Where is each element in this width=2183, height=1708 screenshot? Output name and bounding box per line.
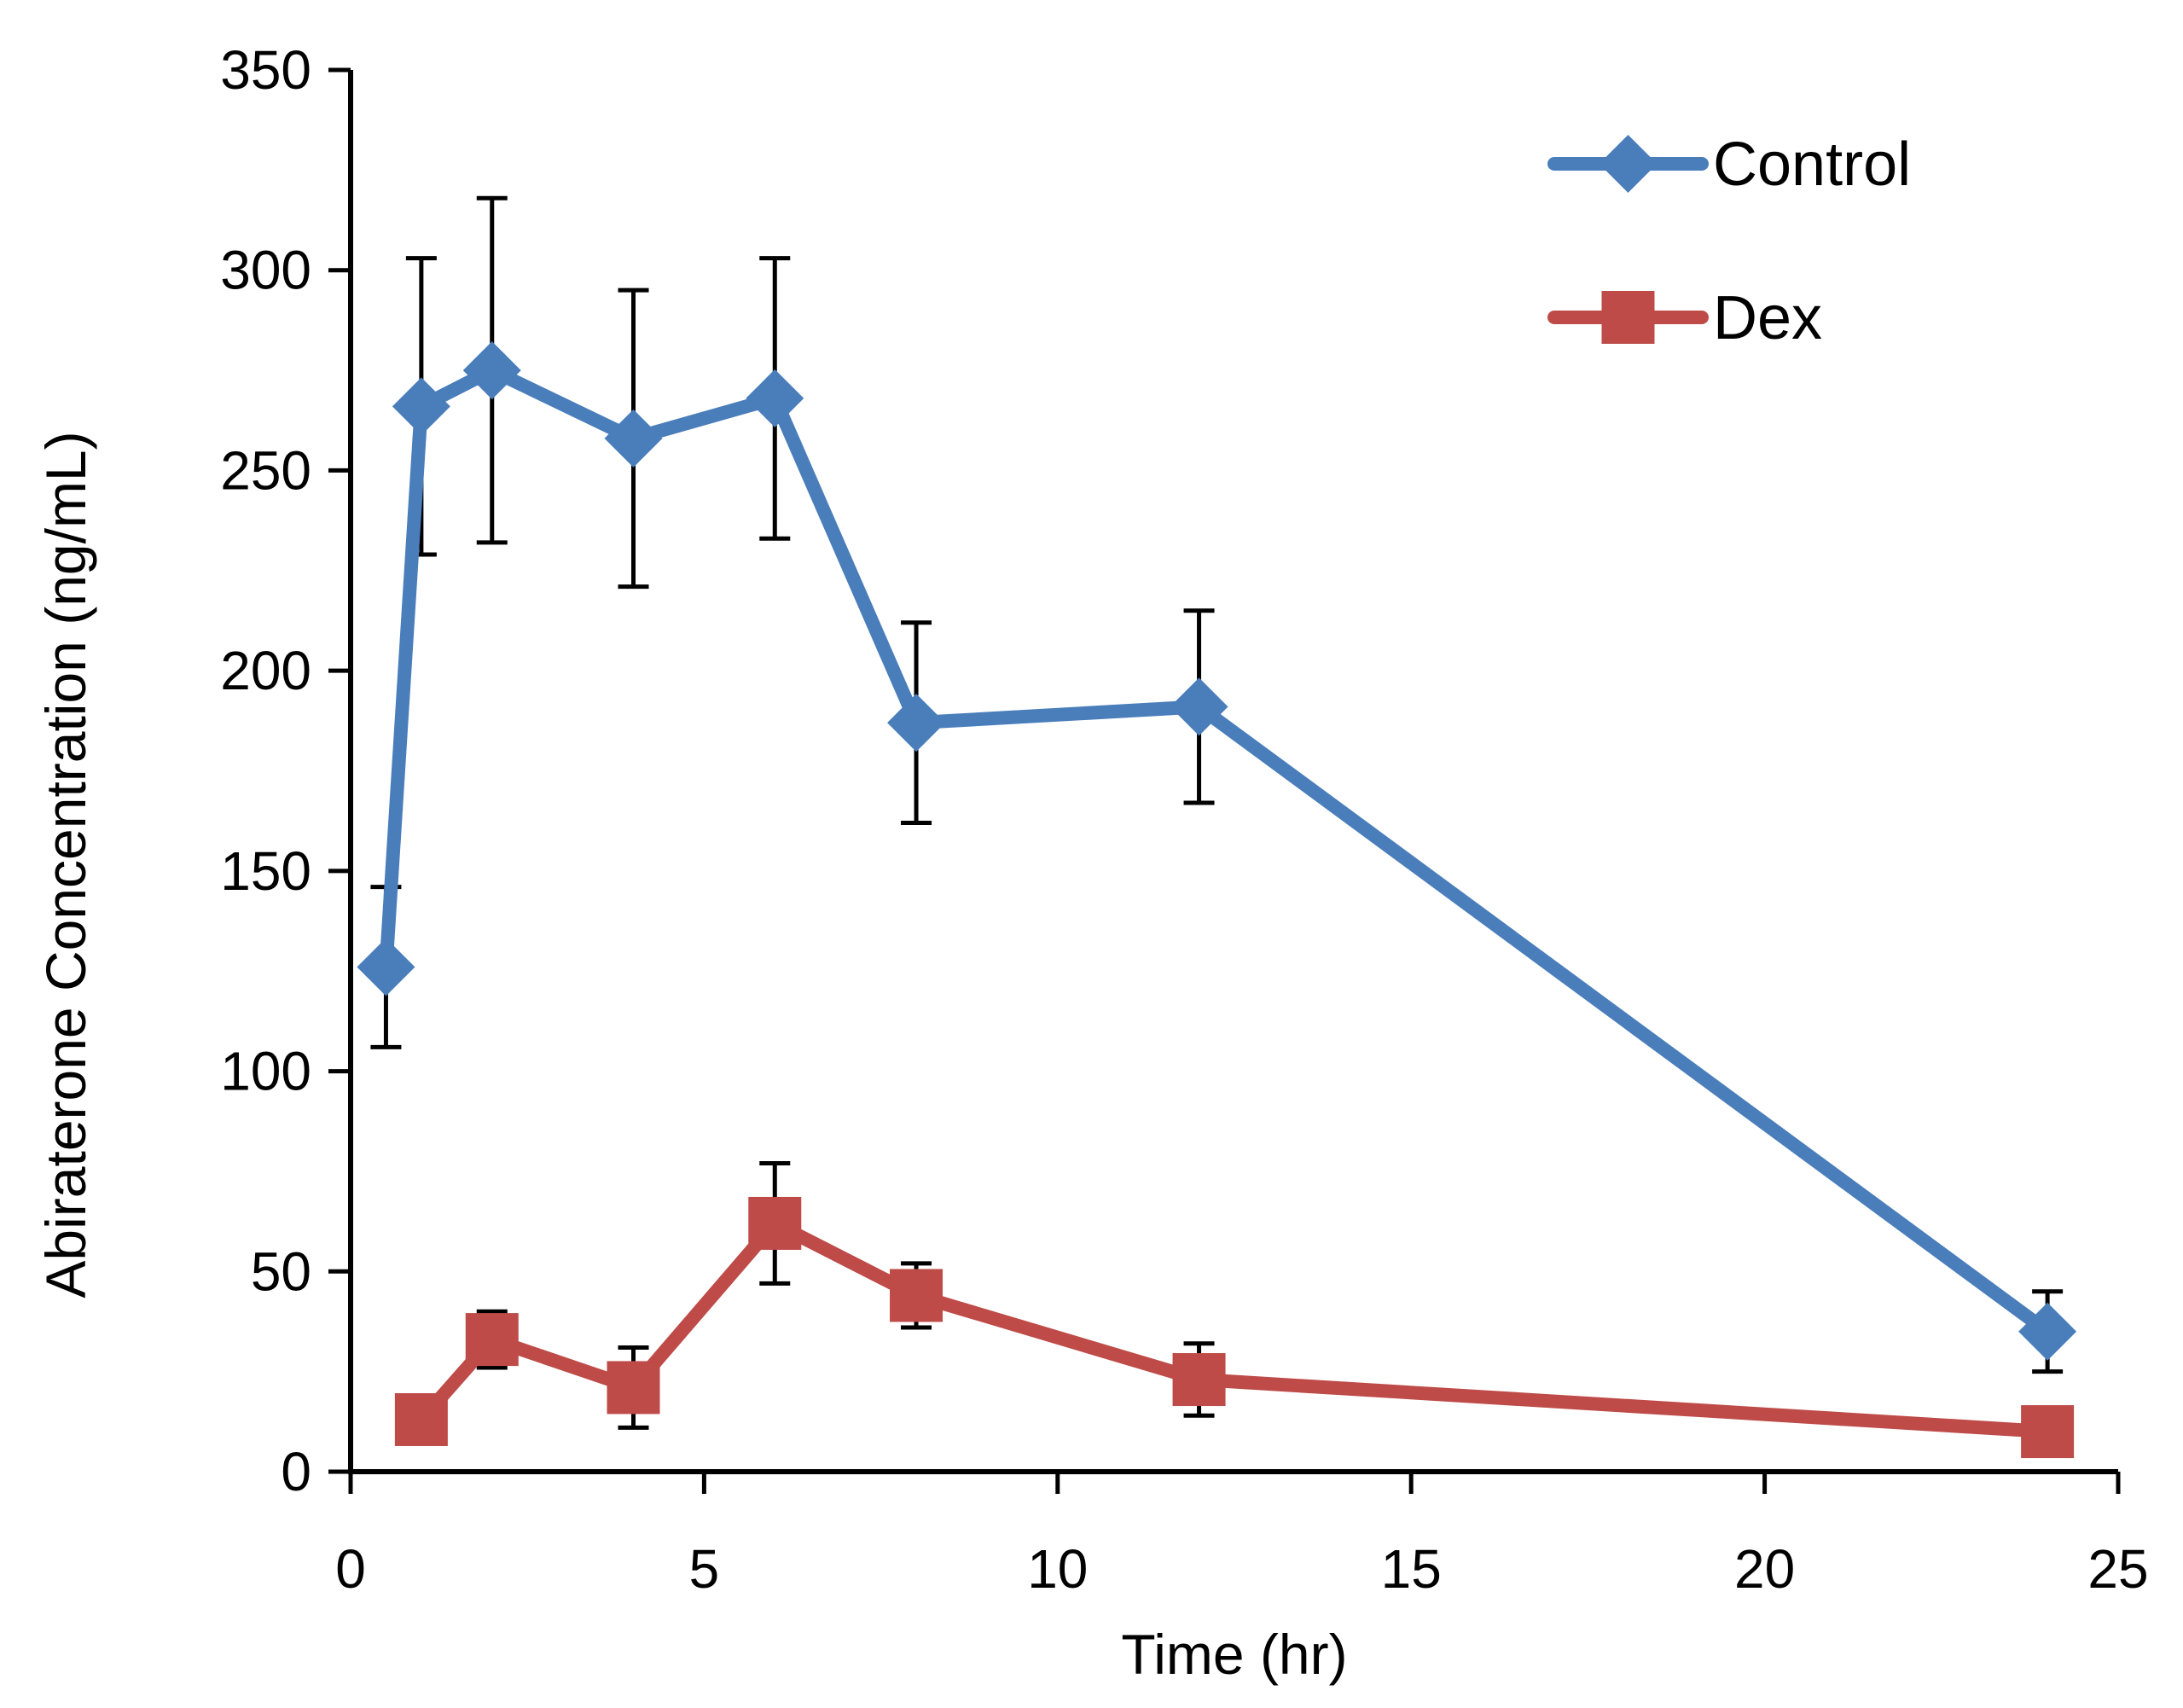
y-tick-label-2: 100 — [220, 1041, 311, 1102]
legend: Control Dex — [1547, 131, 1911, 352]
series-markers — [357, 341, 2077, 1459]
x-tick-label-5: 25 — [2087, 1538, 2148, 1600]
control-point-7 — [2018, 1302, 2077, 1361]
y-tick-label-5: 250 — [220, 439, 311, 501]
x-tick-label-3: 15 — [1381, 1538, 1442, 1600]
legend-item-control: Control — [1547, 131, 1911, 199]
legend-item-dex: Dex — [1547, 284, 1822, 352]
legend-label-dex: Dex — [1713, 284, 1822, 352]
control-point-4 — [746, 369, 804, 427]
x-tick-label-0: 0 — [335, 1538, 366, 1600]
dex-point-0 — [394, 1392, 448, 1446]
dex-point-6 — [2021, 1405, 2075, 1459]
dex-point-2 — [607, 1361, 660, 1415]
y-tick-label-7: 350 — [220, 39, 311, 101]
dex-point-3 — [748, 1196, 802, 1250]
control-point-0 — [357, 938, 415, 996]
axes — [328, 67, 2121, 1494]
control-point-1 — [392, 377, 450, 436]
legend-swatch-marker-control — [1599, 135, 1658, 193]
x-tick-label-4: 20 — [1734, 1538, 1795, 1600]
y-axis-title: Abiraterone Concentration (ng/mL) — [34, 431, 97, 1298]
y-tick-label-3: 150 — [220, 840, 311, 902]
legend-swatch-marker-dex — [1601, 291, 1655, 344]
tick-labels: 0 50 100 150 200 250 300 350 0 5 10 15 20 25 — [220, 39, 2148, 1600]
dex-point-1 — [465, 1313, 519, 1367]
y-tick-label-6: 300 — [220, 240, 311, 301]
control-point-6 — [1170, 677, 1228, 736]
dex-point-4 — [890, 1269, 943, 1322]
x-axis-title: Time (hr) — [1121, 1623, 1347, 1686]
control-point-3 — [604, 409, 663, 468]
y-tick-label-4: 200 — [220, 640, 311, 701]
control-point-5 — [887, 694, 946, 752]
y-tick-label-0: 0 — [281, 1441, 311, 1502]
control-point-2 — [462, 341, 521, 400]
x-tick-label-1: 5 — [689, 1538, 720, 1600]
x-tick-label-2: 10 — [1027, 1538, 1088, 1600]
legend-label-control: Control — [1713, 131, 1911, 199]
dex-point-5 — [1172, 1353, 1226, 1407]
dex-series-line — [414, 1216, 2055, 1439]
y-tick-label-1: 50 — [251, 1240, 311, 1302]
error-bars — [370, 195, 2064, 1430]
